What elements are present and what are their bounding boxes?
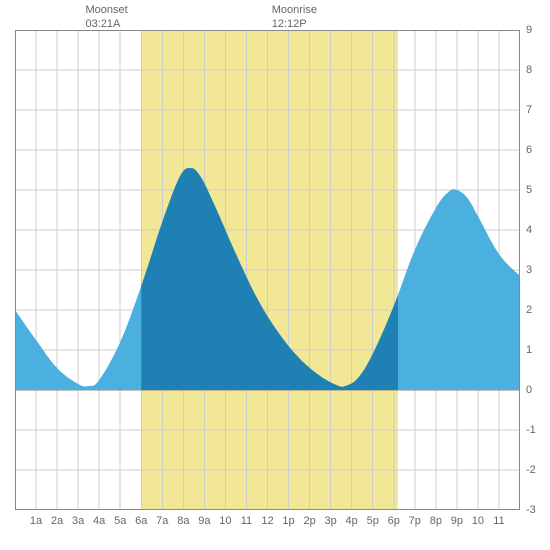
x-tick-label: 5a: [114, 515, 126, 527]
x-tick-label: 2a: [51, 515, 63, 527]
x-tick-label: 7p: [409, 515, 421, 527]
x-tick-label: 10: [219, 515, 231, 527]
x-tick-label: 12: [261, 515, 273, 527]
x-tick-label: 1a: [30, 515, 42, 527]
x-tick-label: 6a: [135, 515, 147, 527]
x-tick-label: 8p: [430, 515, 442, 527]
y-tick-label: 5: [526, 184, 546, 196]
x-tick-label: 3a: [72, 515, 84, 527]
tide-chart: [15, 30, 520, 510]
x-tick-label: 4a: [93, 515, 105, 527]
x-tick-label: 11: [493, 515, 504, 527]
x-tick-label: 3p: [325, 515, 337, 527]
moonrise-title: Moonrise: [272, 4, 317, 18]
y-tick-label: 4: [526, 224, 546, 236]
x-tick-label: 4p: [346, 515, 358, 527]
y-tick-label: 6: [526, 144, 546, 156]
y-tick-label: 7: [526, 104, 546, 116]
moonrise-label: Moonrise 12:12P: [272, 4, 317, 32]
y-tick-label: 1: [526, 344, 546, 356]
y-tick-label: 2: [526, 304, 546, 316]
y-tick-label: 0: [526, 384, 546, 396]
y-tick-label: 8: [526, 64, 546, 76]
y-tick-label: -1: [526, 424, 546, 436]
moonset-title: Moonset: [85, 4, 127, 18]
y-tick-label: 3: [526, 264, 546, 276]
x-tick-label: 5p: [367, 515, 379, 527]
x-tick-label: 2p: [303, 515, 315, 527]
x-tick-label: 7a: [156, 515, 168, 527]
x-tick-label: 8a: [177, 515, 189, 527]
moonset-label: Moonset 03:21A: [85, 4, 127, 32]
x-tick-label: 9a: [198, 515, 210, 527]
y-tick-label: -3: [526, 504, 546, 516]
x-tick-label: 11: [241, 515, 252, 527]
x-tick-label: 6p: [388, 515, 400, 527]
x-tick-label: 10: [472, 515, 484, 527]
x-tick-label: 1p: [282, 515, 294, 527]
y-tick-label: 9: [526, 24, 546, 36]
y-tick-label: -2: [526, 464, 546, 476]
x-tick-label: 9p: [451, 515, 463, 527]
